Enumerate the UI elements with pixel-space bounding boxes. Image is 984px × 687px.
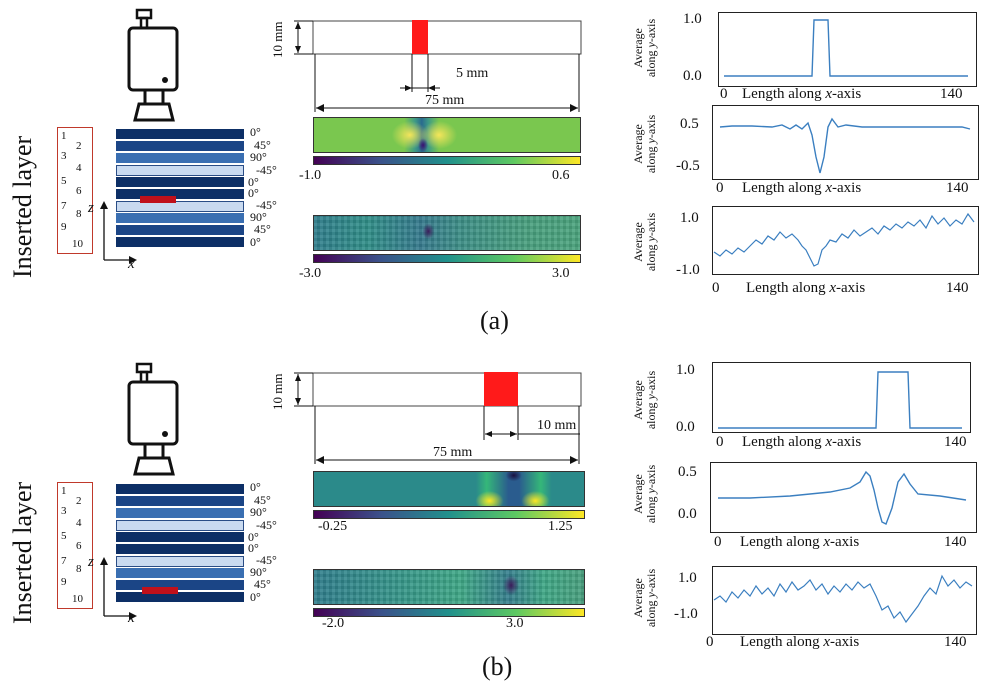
camera-icon — [127, 8, 179, 122]
plot-1 — [718, 12, 977, 87]
colorbar-2-max: 3.0 — [552, 266, 570, 281]
plot-2-ylabel: Average along y-axis — [631, 464, 658, 524]
axis-x-label: x — [128, 610, 135, 626]
inserted-layer-marker — [142, 587, 178, 594]
colorbar-2-min: -3.0 — [299, 266, 322, 281]
colorbar-1 — [313, 156, 581, 165]
dim-width-label: 10 mm — [537, 418, 577, 433]
dim-length-label: 75 mm — [433, 445, 473, 460]
inserted-layer-marker — [140, 196, 176, 203]
plot-1 — [712, 362, 971, 433]
plot-2-xlabel: Length along x-axis — [740, 534, 860, 550]
colorbar-2 — [313, 254, 581, 263]
plot-2 — [710, 462, 977, 533]
specimen-dimension-diagram — [294, 20, 582, 112]
zx-axis-icon — [100, 201, 137, 264]
colorbar-1-min: -1.0 — [299, 168, 322, 183]
colorbar-1-max: 0.6 — [552, 168, 570, 183]
plot-1-ylabel: Average along y-axis — [631, 18, 658, 78]
panel-b: Inserted layer 1 2 3 4 5 6 7 8 9 10 0° 4… — [0, 344, 984, 687]
plot-2 — [712, 105, 979, 180]
colorbar-2 — [313, 608, 585, 617]
dim-width-label: 5 mm — [456, 66, 489, 81]
panel-label: (b) — [482, 652, 513, 681]
colorbar-1 — [313, 510, 585, 519]
panel-label: (a) — [480, 306, 509, 335]
side-title: Inserted layer — [8, 481, 37, 624]
specimen-dimension-diagram — [294, 372, 582, 464]
plot-2-xlabel: Length along x-axis — [742, 180, 862, 196]
plot-3 — [712, 206, 979, 275]
zx-axis-icon — [100, 557, 137, 620]
side-title: Inserted layer — [8, 135, 37, 278]
camera-icon — [127, 362, 179, 476]
layer-number-box: 1 2 3 4 5 6 7 8 9 10 — [57, 482, 93, 609]
heatmap-2 — [313, 215, 581, 251]
laminate-stack — [116, 129, 244, 249]
layer-number-box: 1 2 3 4 5 6 7 8 9 10 — [57, 127, 93, 254]
laminate-stack — [116, 484, 244, 604]
heatmap-2 — [313, 569, 585, 605]
colorbar-2-min: -2.0 — [322, 616, 345, 631]
colorbar-1-max: 1.25 — [548, 519, 573, 534]
colorbar-1-min: -0.25 — [318, 519, 348, 534]
plot-3-ylabel: Average along y-axis — [631, 568, 658, 628]
panel-a: Inserted layer 1 2 3 4 5 6 7 8 9 10 0° 4… — [0, 0, 984, 343]
plot-3 — [712, 566, 977, 635]
plot-3-xlabel: Length along x-axis — [740, 634, 860, 650]
plot-1-xlabel: Length along x-axis — [742, 86, 862, 102]
heatmap-1 — [313, 471, 585, 507]
plot-1-ylabel: Average along y-axis — [631, 370, 658, 430]
axis-z-label: z — [88, 554, 94, 570]
dim-height-label: 10 mm — [270, 373, 285, 410]
dim-height-label: 10 mm — [270, 21, 285, 58]
heatmap-1 — [313, 117, 581, 153]
axis-z-label: z — [88, 200, 94, 216]
plot-3-ylabel: Average along y-axis — [631, 212, 658, 272]
axis-x-label: x — [128, 256, 135, 272]
colorbar-2-max: 3.0 — [506, 616, 524, 631]
plot-2-ylabel: Average along y-axis — [631, 114, 658, 174]
dim-length-label: 75 mm — [425, 93, 465, 108]
plot-3-xlabel: Length along x-axis — [746, 280, 866, 296]
plot-1-xlabel: Length along x-axis — [742, 434, 862, 450]
